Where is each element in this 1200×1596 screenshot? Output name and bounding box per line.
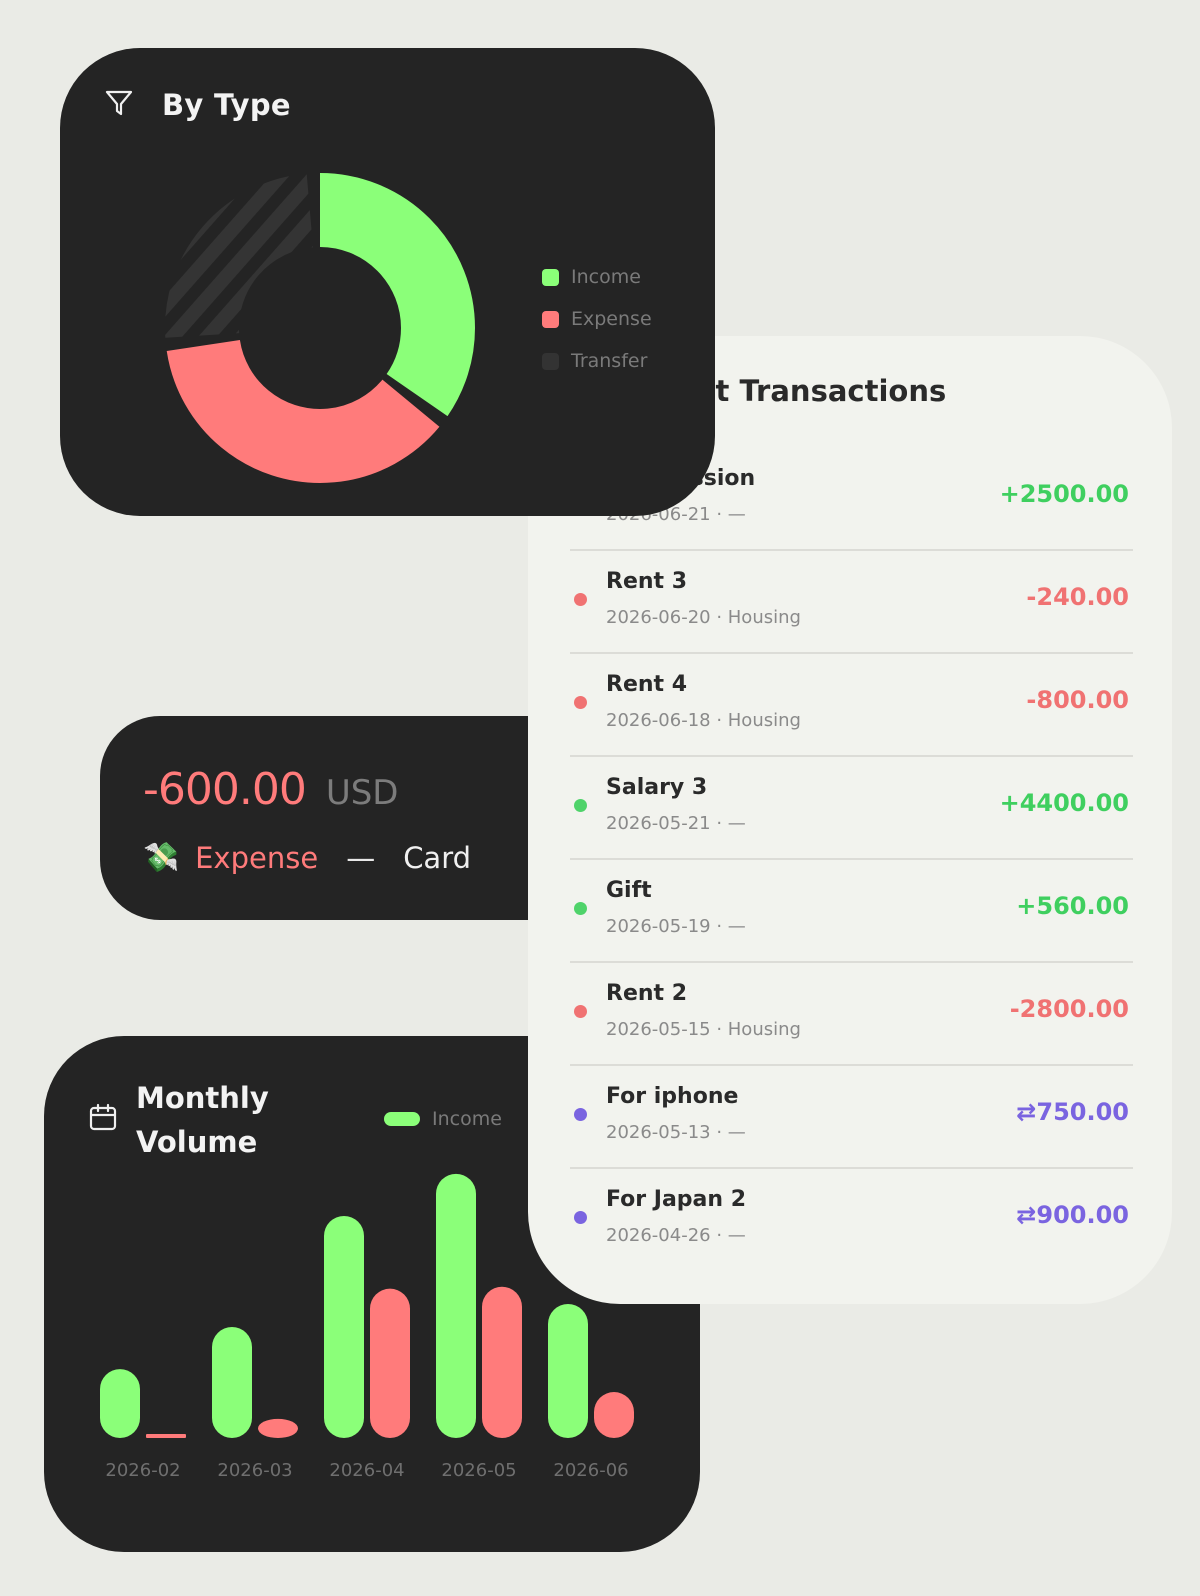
monthly-legend-label: Income xyxy=(432,1108,502,1130)
transaction-row[interactable]: Rent 3 2026-06-20 · Housing -240.00 xyxy=(570,551,1133,654)
expense-bar-2026-06[interactable] xyxy=(594,1392,634,1438)
transaction-row[interactable]: Gift 2026-05-19 · — +560.00 xyxy=(570,860,1133,963)
legend-item-expense[interactable]: Expense xyxy=(542,298,652,340)
money-wings-icon: 💸 xyxy=(143,840,180,874)
transaction-name: Rent 4 xyxy=(606,672,688,697)
transaction-name: For iphone xyxy=(606,1084,739,1109)
transaction-name: Gift xyxy=(606,878,652,903)
legend-label-expense: Expense xyxy=(571,308,652,330)
separator: — xyxy=(346,840,376,875)
transfer-swatch xyxy=(542,352,559,370)
expense-bar-2026-02[interactable] xyxy=(146,1434,186,1438)
amount-value: -600.00 xyxy=(143,764,307,815)
transaction-type-dot xyxy=(574,902,587,915)
income-bar-2026-05[interactable] xyxy=(436,1173,476,1438)
amount-details: 💸 Expense — Card xyxy=(143,840,471,875)
x-tick-label: 2026-03 xyxy=(217,1460,292,1481)
calendar-icon[interactable] xyxy=(88,1102,118,1164)
transaction-row[interactable]: For iphone 2026-05-13 · — ⇄750.00 xyxy=(570,1066,1133,1169)
transaction-amount: ⇄750.00 xyxy=(1016,1098,1129,1126)
transaction-meta: 2026-05-19 · — xyxy=(606,916,746,937)
x-tick-label: 2026-02 xyxy=(105,1460,180,1481)
monthly-legend-income[interactable]: Income xyxy=(384,1108,502,1130)
amount-currency: USD xyxy=(325,773,399,813)
transaction-amount: +2500.00 xyxy=(999,480,1129,508)
income-bar-2026-06[interactable] xyxy=(548,1304,588,1438)
legend-item-transfer[interactable]: Transfer xyxy=(542,340,652,382)
payment-method: Card xyxy=(403,840,472,875)
transaction-amount: -2800.00 xyxy=(1009,995,1129,1023)
transaction-row[interactable]: For Japan 2 2026-04-26 · — ⇄900.00 xyxy=(570,1169,1133,1270)
transaction-meta: 2026-05-21 · — xyxy=(606,813,746,834)
income-bar-2026-04[interactable] xyxy=(324,1215,364,1438)
transaction-meta: 2026-06-18 · Housing xyxy=(606,710,801,731)
transaction-name: Rent 2 xyxy=(606,981,688,1006)
amount-row: -600.00 USD xyxy=(143,764,399,815)
by-type-card: By Type Income Expense Transfer xyxy=(60,48,715,516)
transaction-amount: +4400.00 xyxy=(999,789,1129,817)
transaction-type-dot xyxy=(574,1211,587,1224)
monthly-bar-chart: 2026-02 2026-03 2026-04 2026-05 2026-06 xyxy=(100,1173,634,1481)
donut-slice-income[interactable] xyxy=(165,173,475,483)
transaction-meta: 2026-06-20 · Housing xyxy=(606,607,801,628)
income-swatch xyxy=(542,268,559,286)
monthly-title: Monthly Volume xyxy=(136,1081,269,1159)
expense-bar-2026-05[interactable] xyxy=(482,1286,522,1438)
type-donut-chart xyxy=(154,162,486,494)
expense-bar-2026-04[interactable] xyxy=(370,1288,410,1438)
transaction-name: Salary 3 xyxy=(606,775,708,800)
expense-bar-2026-03[interactable] xyxy=(258,1418,298,1438)
transaction-type-dot xyxy=(574,1005,587,1018)
by-type-title: By Type xyxy=(162,88,291,122)
transaction-meta: 2026-05-15 · Housing xyxy=(606,1019,801,1040)
transaction-amount: +560.00 xyxy=(1016,892,1129,920)
transaction-type-dot xyxy=(574,799,587,812)
expense-swatch xyxy=(542,310,559,328)
transaction-name: Rent 3 xyxy=(606,569,688,594)
income-pill xyxy=(384,1112,420,1126)
transaction-row[interactable]: Salary 3 2026-05-21 · — +4400.00 xyxy=(570,757,1133,860)
transaction-amount: ⇄900.00 xyxy=(1016,1201,1129,1229)
donut-slice-expense[interactable] xyxy=(154,162,486,494)
monthly-header: Monthly Volume xyxy=(88,1076,276,1164)
x-tick-label: 2026-04 xyxy=(329,1460,404,1481)
x-tick-label: 2026-05 xyxy=(441,1460,516,1481)
legend-label-income: Income xyxy=(571,266,641,288)
transaction-type-dot xyxy=(574,593,587,606)
transaction-type-dot xyxy=(574,1108,587,1121)
transaction-name: For Japan 2 xyxy=(606,1187,747,1212)
transaction-type-dot xyxy=(574,696,587,709)
by-type-legend: Income Expense Transfer xyxy=(542,256,652,382)
by-type-header: By Type xyxy=(104,88,291,122)
transaction-amount: -240.00 xyxy=(1026,583,1129,611)
transaction-amount: -800.00 xyxy=(1026,686,1129,714)
transaction-meta: 2026-05-13 · — xyxy=(606,1122,746,1143)
transaction-meta: 2026-04-26 · — xyxy=(606,1225,746,1246)
income-bar-2026-02[interactable] xyxy=(100,1369,140,1438)
income-bar-2026-03[interactable] xyxy=(212,1326,252,1438)
transaction-kind: Expense xyxy=(195,840,319,875)
legend-label-transfer: Transfer xyxy=(571,350,648,372)
transaction-row[interactable]: Rent 2 2026-05-15 · Housing -2800.00 xyxy=(570,963,1133,1066)
legend-item-income[interactable]: Income xyxy=(542,256,652,298)
x-tick-label: 2026-06 xyxy=(553,1460,628,1481)
filter-icon[interactable] xyxy=(104,88,134,122)
transaction-row[interactable]: Rent 4 2026-06-18 · Housing -800.00 xyxy=(570,654,1133,757)
